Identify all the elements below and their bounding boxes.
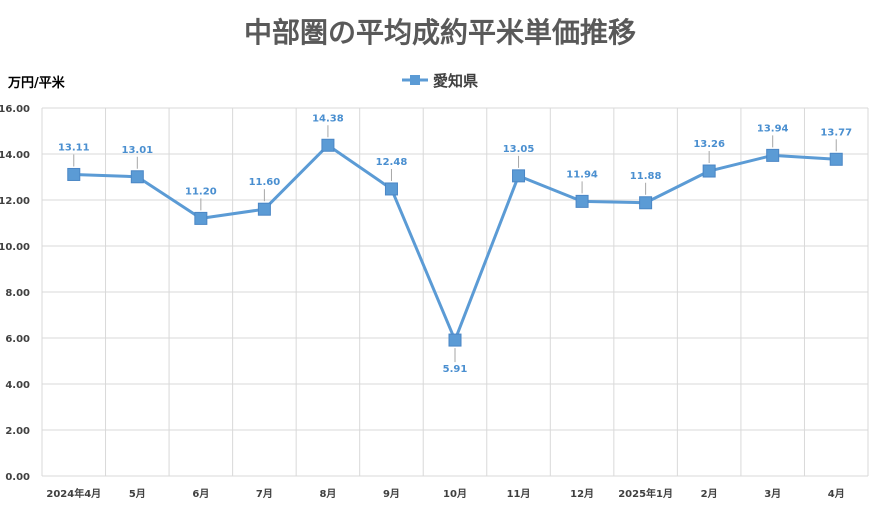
data-point-marker bbox=[67, 167, 81, 181]
data-point-marker bbox=[702, 164, 716, 178]
y-axis-ticks: 0.00 2.00 4.00 6.00 8.00 10.00 12.00 14.00 16.00 bbox=[0, 104, 30, 483]
legend: 愛知県 bbox=[402, 72, 478, 90]
y-tick-label: 14.00 bbox=[0, 150, 30, 161]
x-tick-label: 7月 bbox=[256, 488, 273, 500]
x-tick-label: 12月 bbox=[570, 488, 594, 500]
x-tick-label: 3月 bbox=[764, 488, 781, 500]
x-tick-label: 2025年1月 bbox=[618, 487, 673, 500]
data-point-marker bbox=[829, 152, 843, 166]
x-tick-label: 4月 bbox=[828, 488, 845, 500]
data-point-marker bbox=[321, 138, 335, 152]
y-tick-label: 4.00 bbox=[5, 380, 30, 391]
y-tick-label: 10.00 bbox=[0, 242, 30, 253]
y-tick-label: 6.00 bbox=[5, 334, 30, 345]
x-tick-label: 8月 bbox=[319, 488, 336, 500]
y-tick-label: 12.00 bbox=[0, 196, 30, 207]
data-label: 13.05 bbox=[503, 144, 535, 155]
y-tick-label: 0.00 bbox=[5, 472, 30, 483]
data-label: 13.77 bbox=[820, 127, 852, 138]
data-point-marker bbox=[448, 333, 462, 347]
gridlines bbox=[41, 107, 869, 477]
data-point-marker bbox=[194, 211, 208, 225]
x-tick-label: 2024年4月 bbox=[46, 487, 101, 500]
data-label: 13.01 bbox=[121, 145, 153, 156]
series-group: 13.11 13.01 11.20 11.60 14.38 12.48 5.91 13.05 1… bbox=[58, 113, 852, 375]
data-point-marker bbox=[257, 202, 271, 216]
y-tick-label: 16.00 bbox=[0, 104, 30, 115]
y-tick-label: 8.00 bbox=[5, 288, 30, 299]
data-label: 11.20 bbox=[185, 186, 217, 197]
x-axis-ticks: 2024年4月 5月 6月 7月 8月 9月 10月 11月 12月 2025年1月 2月 3月 4月 bbox=[46, 487, 844, 500]
series-line bbox=[73, 143, 837, 342]
x-tick-label: 9月 bbox=[383, 488, 400, 500]
data-point-marker bbox=[639, 196, 653, 210]
chart-title: 中部圏の平均成約平米単価推移 bbox=[244, 16, 636, 49]
y-tick-label: 2.00 bbox=[5, 426, 30, 437]
data-label: 14.38 bbox=[312, 113, 344, 124]
data-point-marker bbox=[766, 148, 780, 162]
data-label: 5.91 bbox=[443, 364, 468, 375]
data-point-marker bbox=[130, 170, 144, 184]
data-label: 12.48 bbox=[376, 157, 408, 168]
data-point-marker bbox=[512, 169, 526, 183]
data-point-marker bbox=[384, 182, 398, 196]
x-tick-label: 2月 bbox=[701, 488, 718, 500]
data-label: 11.60 bbox=[249, 177, 281, 188]
x-tick-label: 5月 bbox=[129, 488, 146, 500]
x-tick-label: 6月 bbox=[192, 488, 209, 500]
data-label: 13.11 bbox=[58, 142, 90, 153]
data-point-marker bbox=[575, 194, 589, 208]
data-label: 11.94 bbox=[566, 169, 598, 180]
y-axis-unit-label: 万円/平米 bbox=[7, 75, 66, 91]
legend-label: 愛知県 bbox=[433, 72, 478, 90]
data-label: 11.88 bbox=[630, 171, 662, 182]
x-tick-label: 10月 bbox=[443, 488, 467, 500]
data-label: 13.26 bbox=[693, 139, 725, 150]
data-label: 13.94 bbox=[757, 123, 789, 134]
x-tick-label: 11月 bbox=[507, 488, 531, 500]
legend-marker-icon bbox=[410, 75, 420, 85]
